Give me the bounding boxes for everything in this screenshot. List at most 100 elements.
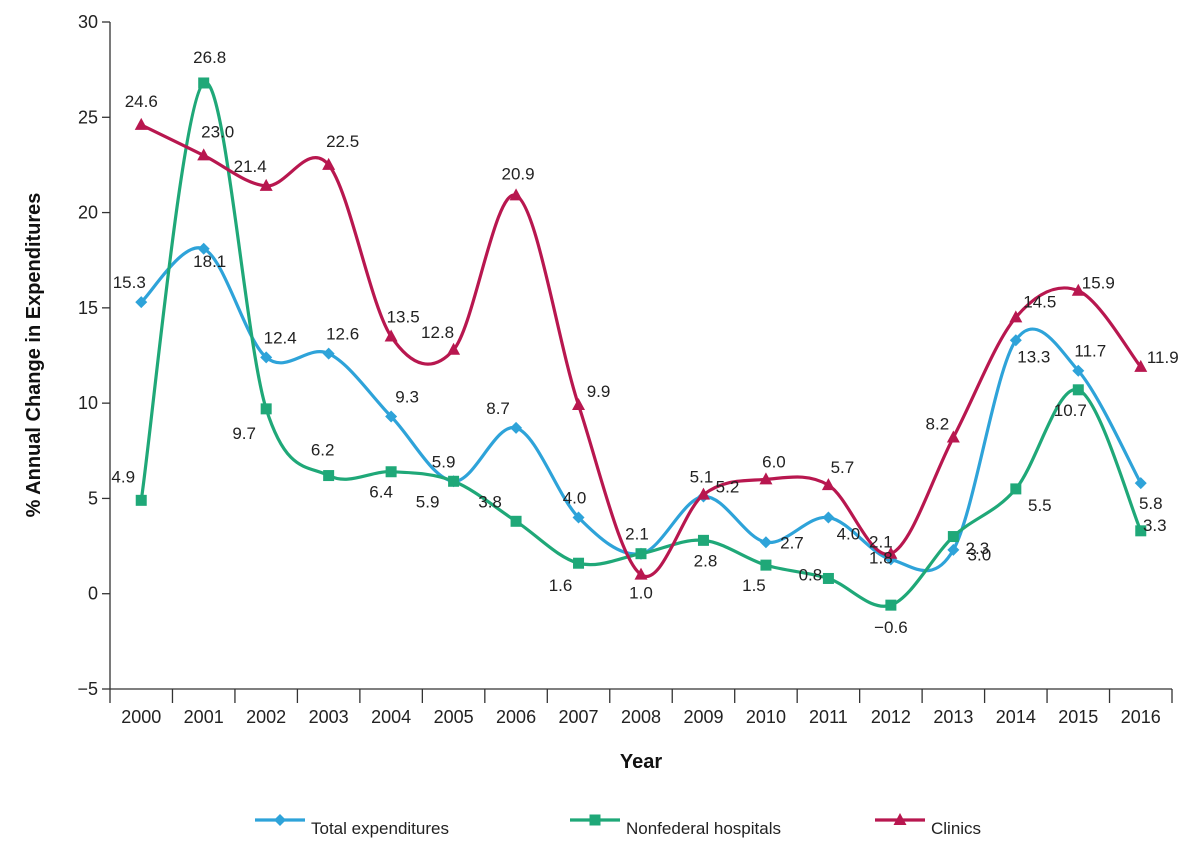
clinics-data-label: 15.9 — [1082, 274, 1115, 293]
nonfederal-hospitals-data-label: 3.3 — [1143, 516, 1167, 535]
legend-label-nonfederal-hospitals: Nonfederal hospitals — [626, 819, 781, 838]
total-expenditures-data-label: 1.8 — [869, 548, 893, 567]
nonfederal-hospitals-data-label: 6.2 — [311, 441, 335, 460]
y-tick-label: 25 — [78, 107, 98, 127]
nonfederal-hospitals-point — [385, 466, 397, 478]
x-tick-label: 2005 — [434, 707, 474, 727]
y-tick-label: −5 — [77, 679, 98, 699]
clinics-data-label: 24.6 — [125, 92, 158, 111]
nonfederal-hospitals-data-label: 4.9 — [111, 467, 135, 486]
clinics-data-label: 8.2 — [926, 414, 950, 433]
nonfederal-hospitals-point — [260, 403, 272, 415]
clinics-point — [197, 148, 211, 161]
nonfederal-hospitals-data-label: 6.4 — [369, 483, 393, 502]
legend-label-clinics: Clinics — [931, 819, 981, 838]
x-tick-label: 2009 — [683, 707, 723, 727]
clinics-data-label: 2.1 — [869, 533, 893, 552]
clinics-data-label: 13.5 — [387, 307, 420, 326]
clinics-data-label: 21.4 — [234, 157, 267, 176]
total-expenditures-data-label: 18.1 — [193, 252, 226, 271]
nonfederal-hospitals-data-label: 10.7 — [1054, 401, 1087, 420]
x-tick-label: 2008 — [621, 707, 661, 727]
total-expenditures-point — [572, 511, 585, 524]
y-tick-label: 30 — [78, 12, 98, 32]
nonfederal-hospitals-point — [1135, 525, 1147, 537]
legend-marker-nonfederal-hospitals — [589, 814, 601, 826]
series-layer — [134, 77, 1148, 611]
clinics-data-label: 22.5 — [326, 132, 359, 151]
y-tick-label: 5 — [88, 488, 98, 508]
total-expenditures-point — [1009, 334, 1022, 347]
total-expenditures-data-label: 2.3 — [966, 539, 990, 558]
total-expenditures-point — [759, 536, 772, 549]
clinics-data-label: 23.0 — [201, 122, 234, 141]
nonfederal-hospitals-point — [635, 548, 647, 560]
clinics-point — [634, 567, 648, 580]
nonfederal-hospitals-data-label: 1.6 — [549, 576, 573, 595]
legend-label-total-expenditures: Total expenditures — [311, 819, 449, 838]
x-tick-label: 2001 — [184, 707, 224, 727]
total-expenditures-data-label: 11.7 — [1074, 342, 1106, 361]
total-expenditures-point — [385, 410, 398, 423]
nonfederal-hospitals-data-label: −0.6 — [874, 618, 908, 637]
x-tick-label: 2007 — [559, 707, 599, 727]
nonfederal-hospitals-point — [573, 557, 585, 569]
total-expenditures-point — [197, 242, 210, 255]
total-expenditures-data-label: 5.9 — [432, 452, 456, 471]
clinics-data-label: 14.5 — [1023, 292, 1056, 311]
clinics-point — [759, 472, 773, 485]
clinics-data-label: 6.0 — [762, 452, 786, 471]
nonfederal-hospitals-point — [947, 531, 959, 543]
nonfederal-hospitals-point — [448, 475, 460, 487]
nonfederal-hospitals-data-label: 9.7 — [232, 424, 256, 443]
clinics-point — [696, 487, 710, 500]
total-expenditures-data-label: 4.0 — [837, 524, 861, 543]
total-expenditures-point — [510, 421, 523, 434]
clinics-data-label: 9.9 — [587, 382, 611, 401]
x-tick-label: 2013 — [933, 707, 973, 727]
clinics-data-label: 1.0 — [629, 584, 653, 603]
clinics-point — [946, 430, 960, 443]
nonfederal-hospitals-data-label: 1.5 — [742, 576, 766, 595]
clinics-point — [884, 546, 898, 559]
x-axis-title: Year — [620, 751, 662, 773]
total-expenditures-point — [1134, 477, 1147, 490]
total-expenditures-point — [322, 347, 335, 360]
total-expenditures-data-label: 5.8 — [1139, 494, 1163, 513]
total-expenditures-data-label: 2.7 — [780, 533, 804, 552]
clinics-point — [1134, 359, 1148, 372]
y-tick-label: 0 — [88, 584, 98, 604]
total-expenditures-data-label: 12.6 — [326, 325, 359, 344]
legend: Total expenditures Nonfederal hospitals Cl… — [255, 813, 981, 838]
nonfederal-hospitals-line — [139, 81, 1143, 608]
x-tick-label: 2002 — [246, 707, 286, 727]
clinics-point — [1071, 283, 1085, 296]
total-expenditures-point — [135, 296, 148, 309]
x-tick-label: 2004 — [371, 707, 411, 727]
total-expenditures-data-label: 13.3 — [1017, 347, 1050, 366]
x-tick-label: 2011 — [809, 707, 848, 727]
nonfederal-hospitals-data-label: 2.8 — [694, 551, 718, 570]
clinics-point — [509, 188, 523, 201]
total-expenditures-data-label: 9.3 — [395, 387, 419, 406]
y-axis-title: % Annual Change in Expenditures — [23, 193, 45, 518]
nonfederal-hospitals-data-label: 0.8 — [799, 565, 823, 584]
nonfederal-hospitals-point — [885, 599, 897, 611]
nonfederal-hospitals-data-label: 3.8 — [478, 492, 502, 511]
total-expenditures-data-label: 12.4 — [264, 328, 297, 347]
total-expenditures-data-label: 8.7 — [486, 399, 510, 418]
clinics-point — [322, 157, 336, 170]
legend-marker-total-expenditures — [274, 814, 286, 826]
axes-layer: −5 0 5 10 15 20 25 30 2000 2001 2002 2003 2004 2005 20… — [77, 12, 1173, 727]
total-expenditures-data-label: 4.0 — [563, 488, 587, 507]
x-tick-label: 2016 — [1121, 707, 1161, 727]
nonfederal-hospitals-point — [323, 470, 335, 482]
x-tick-label: 2010 — [746, 707, 786, 727]
x-tick-label: 2006 — [496, 707, 536, 727]
clinics-point — [821, 478, 835, 491]
total-expenditures-point — [260, 351, 273, 364]
legend-marker-clinics — [893, 813, 907, 825]
nonfederal-hospitals-point — [1010, 483, 1022, 495]
clinics-point — [134, 117, 148, 130]
